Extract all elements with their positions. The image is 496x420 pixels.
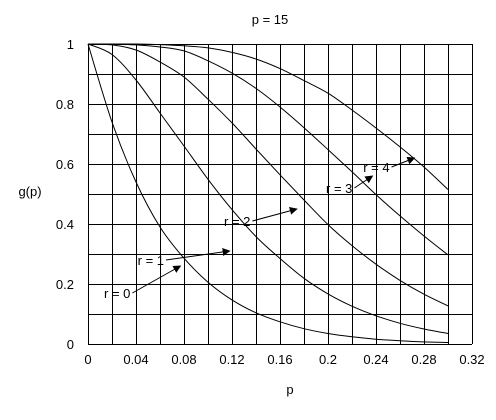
series-line-r3	[87, 43, 449, 256]
tick-labels: 0 0.04 0.08 0.12 0.16 0.2 0.24 0.28 0.32 0 0.2 0.4 0…	[56, 37, 485, 367]
annotation-arrow	[252, 206, 298, 222]
y-tick-label: 0.2	[56, 277, 74, 292]
x-tick-label: 0.32	[459, 352, 484, 367]
x-tick-label: 0.28	[411, 352, 436, 367]
annotation-label: r = 3	[326, 181, 352, 196]
y-tick-label: 0	[67, 337, 74, 352]
annotation-arrow	[354, 175, 374, 189]
x-tick-label: 0.08	[171, 352, 196, 367]
series-line-r1	[87, 43, 449, 334]
annotation-arrow	[165, 248, 231, 261]
x-tick-label: 0.12	[219, 352, 244, 367]
y-tick-label: 1	[67, 37, 74, 52]
y-tick-label: 0.6	[56, 157, 74, 172]
series-lines	[87, 43, 449, 343]
grid	[88, 44, 473, 345]
y-tick-label: 0.4	[56, 217, 74, 232]
annotation-label: r = 1	[138, 253, 164, 268]
annotation-label: r = 4	[363, 160, 389, 175]
x-axis-label: p	[286, 382, 293, 397]
series-line-r4	[87, 43, 449, 190]
annotation-label: r = 2	[224, 214, 250, 229]
x-tick-label: 0.24	[363, 352, 388, 367]
y-axis-label: g(p)	[18, 184, 41, 199]
annotations: r = 0 r = 1 r = 2 r = 3 r = 4	[104, 156, 416, 301]
x-tick-label: 0.2	[319, 352, 337, 367]
series-line-r0	[87, 43, 449, 343]
x-tick-label: 0	[84, 352, 91, 367]
x-tick-label: 0.04	[123, 352, 148, 367]
chart-title: p = 15	[252, 12, 289, 27]
x-tick-label: 0.16	[267, 352, 292, 367]
series-line-r2	[87, 43, 449, 307]
y-tick-label: 0.8	[56, 97, 74, 112]
annotation-arrow	[391, 156, 416, 168]
annotation-arrow	[132, 265, 182, 294]
annotation-label: r = 0	[104, 286, 130, 301]
